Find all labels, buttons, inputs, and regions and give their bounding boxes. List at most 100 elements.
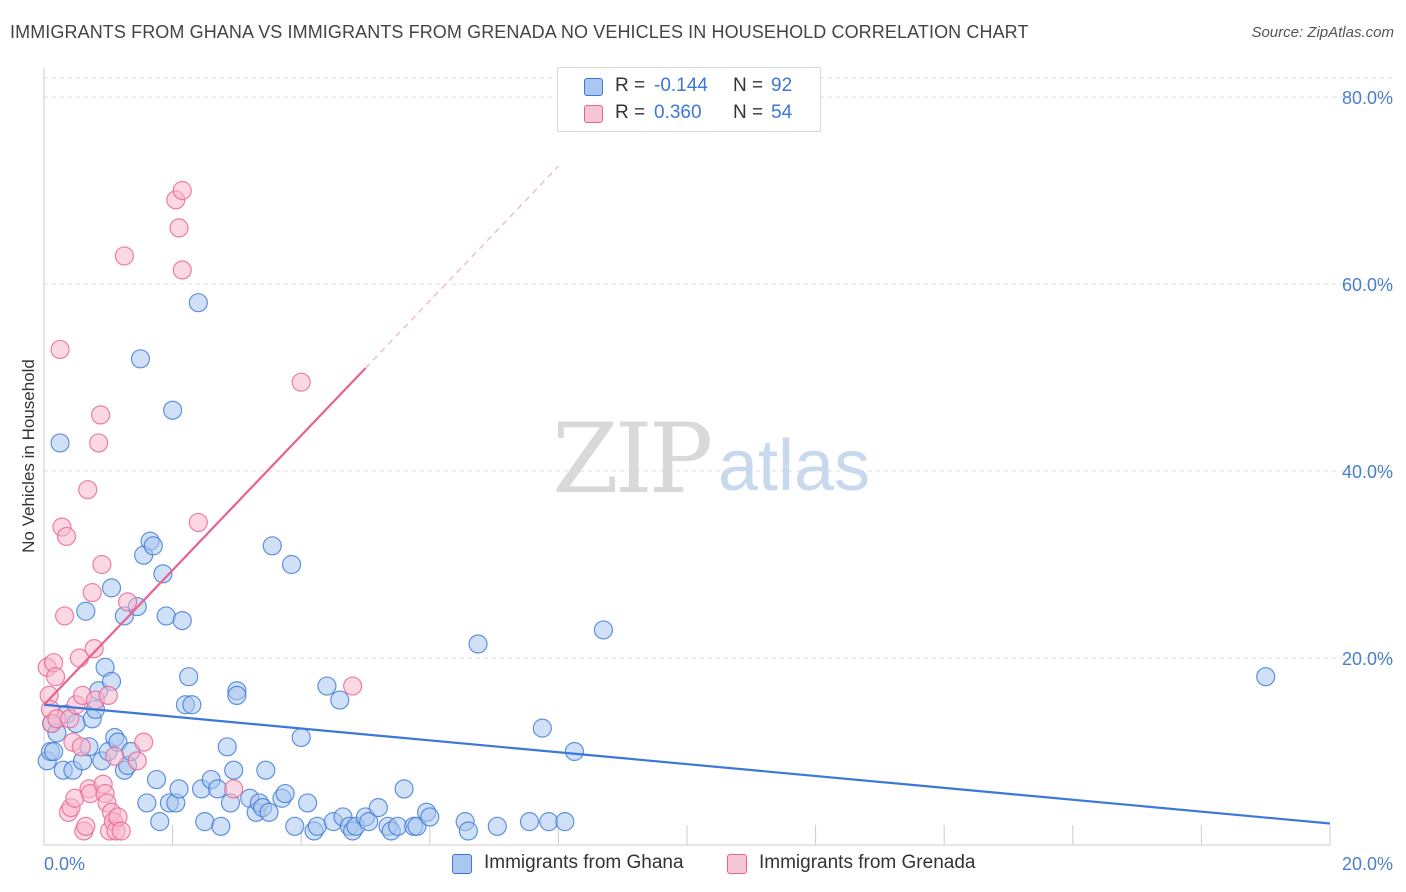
grenada-data-point: [343, 676, 363, 696]
ghana-data-point: [101, 578, 122, 598]
grenada-data-point: [71, 737, 91, 757]
n-value-ghana: 92: [771, 75, 793, 96]
grenada-trend-extrapolation: [365, 165, 559, 369]
chart-title: IMMIGRANTS FROM GHANA VS IMMIGRANTS FROM…: [10, 22, 1029, 42]
ghana-data-point: [262, 536, 282, 556]
ghana-data-point: [468, 634, 488, 654]
grenada-data-point: [169, 218, 189, 238]
ghana-data-point: [307, 816, 327, 836]
grenada-data-point: [92, 554, 112, 575]
legend-ghana-swatch: [452, 854, 472, 874]
grenada-data-point: [50, 339, 70, 360]
grenada-data-point: [291, 372, 311, 392]
ghana-data-point: [153, 564, 173, 584]
ghana-data-point: [519, 812, 540, 832]
ghana-data-point: [539, 812, 559, 832]
ghana-data-point: [44, 741, 64, 762]
grenada-data-point: [56, 526, 77, 547]
grid-lines: [44, 77, 1392, 659]
x-tick-labels: 0.0% 20.0%: [44, 854, 1393, 874]
grenada-data-point: [54, 606, 75, 626]
ghana-data-point: [224, 760, 244, 780]
source-credit: Source: ZipAtlas.com: [1251, 24, 1394, 41]
series-grenada-points: [37, 180, 363, 841]
watermark-zip: ZIP: [552, 403, 711, 515]
watermark-atlas: atlas: [718, 426, 870, 506]
grenada-data-point: [89, 433, 109, 453]
grenada-data-point: [98, 685, 118, 706]
ghana-data-point: [179, 667, 199, 687]
grenada-data-point: [105, 746, 125, 766]
ghana-data-point: [156, 606, 176, 626]
grenada-data-point: [114, 246, 134, 266]
grenada-data-point: [76, 816, 96, 836]
ghana-data-point: [298, 793, 318, 813]
grenada-data-point: [82, 582, 102, 603]
ghana-data-point: [169, 779, 189, 799]
grenada-data-point: [172, 260, 192, 280]
x-tick-label: 20.0%: [1342, 854, 1393, 874]
ghana-data-point: [388, 816, 408, 836]
ghana-data-point: [281, 554, 302, 575]
stats-box: R = -0.144 N = 92 R = 0.360 N = 54: [557, 67, 821, 132]
ghana-data-point: [163, 400, 183, 420]
ghana-data-point: [182, 695, 202, 715]
ghana-data-point: [143, 536, 163, 556]
ghana-data-point: [532, 718, 552, 738]
ghana-data-point: [420, 807, 440, 827]
ghana-swatch: [584, 78, 603, 96]
grenada-data-point: [224, 779, 244, 799]
x-tick-label: 0.0%: [44, 854, 85, 874]
ghana-data-point: [137, 793, 157, 813]
r-value-ghana: -0.144: [654, 75, 708, 96]
y-tick-labels: 20.0% 40.0% 60.0% 80.0%: [1342, 88, 1393, 669]
ghana-data-point: [487, 816, 507, 836]
grenada-data-point: [188, 512, 208, 533]
ghana-data-point: [146, 769, 167, 790]
ghana-data-point: [150, 812, 170, 832]
ghana-data-point: [211, 816, 231, 836]
y-tick-label: 80.0%: [1342, 88, 1393, 108]
ghana-data-point: [291, 727, 311, 748]
ghana-data-point: [50, 433, 70, 453]
legend-grenada-label: Immigrants from Grenada: [759, 852, 976, 873]
watermark: ZIP atlas: [552, 403, 870, 515]
ghana-data-point: [359, 812, 379, 832]
legend-item-ghana: Immigrants from Ghana: [452, 852, 712, 878]
ghana-data-point: [188, 293, 208, 313]
y-tick-label: 20.0%: [1342, 649, 1393, 669]
grenada-trend-line: [43, 367, 367, 706]
ghana-data-point: [172, 610, 192, 631]
stats-row-grenada: R = 0.360 N = 54: [558, 102, 820, 128]
n-label: N =: [733, 75, 764, 96]
ghana-data-point: [208, 779, 228, 799]
grenada-swatch: [584, 105, 603, 123]
ghana-data-point: [195, 812, 215, 832]
series-ghana-points: [37, 293, 1276, 841]
legend-ghana-label: Immigrants from Ghana: [484, 852, 684, 873]
ghana-data-point: [256, 760, 276, 780]
grenada-data-point: [84, 639, 104, 659]
ghana-data-point: [317, 676, 337, 696]
ghana-data-point: [368, 797, 388, 818]
y-tick-label: 60.0%: [1342, 275, 1393, 295]
ghana-data-point: [76, 601, 96, 621]
grenada-data-point: [45, 667, 66, 687]
y-axis-title: No Vehicles in Household: [19, 359, 38, 553]
grenada-data-point: [90, 405, 111, 425]
r-label: R =: [615, 75, 646, 96]
grenada-data-point: [78, 480, 98, 500]
trend-lines: [43, 165, 1331, 825]
n-value-grenada: 54: [771, 102, 793, 123]
ghana-data-point: [227, 685, 247, 706]
ghana-data-point: [285, 816, 305, 836]
grenada-data-point: [117, 592, 138, 612]
grenada-data-point: [134, 732, 154, 752]
ghana-data-point: [394, 779, 414, 799]
ghana-data-point: [593, 620, 614, 640]
ghana-data-point: [407, 816, 427, 836]
ghana-data-point: [555, 812, 575, 832]
ghana-data-point: [1256, 667, 1276, 687]
ghana-trend-line: [43, 703, 1331, 825]
